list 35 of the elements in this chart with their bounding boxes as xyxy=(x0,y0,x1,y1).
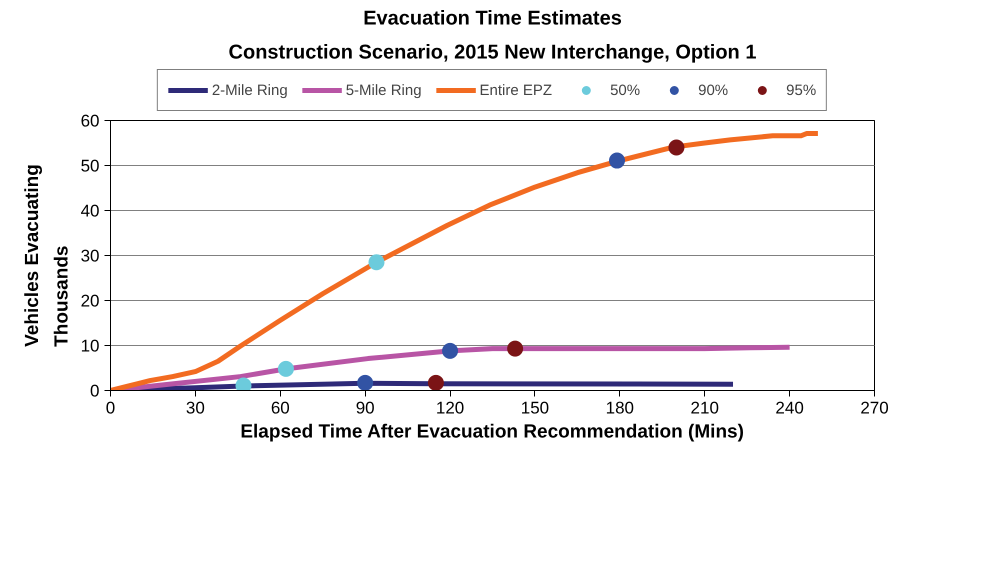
x-tick-label: 210 xyxy=(690,398,719,418)
x-tick-label: 120 xyxy=(436,398,464,418)
point xyxy=(368,254,384,270)
point xyxy=(278,360,294,377)
x-tick-label: 240 xyxy=(775,398,804,418)
y-tick-label: 10 xyxy=(80,336,100,356)
x-tick-label: 90 xyxy=(356,398,375,418)
y-tick-label: 40 xyxy=(80,202,100,220)
point xyxy=(609,152,626,169)
x-axis-title: Elapsed Time After Evacuation Recommendation (Mins) xyxy=(240,422,744,442)
x-tick-label: 180 xyxy=(606,398,634,418)
x-tick-label: 30 xyxy=(186,398,205,418)
legend-label: 50% xyxy=(610,82,640,98)
legend-label: 5-Mile Ring xyxy=(346,82,422,98)
y-tick-label: 20 xyxy=(80,292,100,310)
chart-title: Evacuation Time Estimates xyxy=(363,8,622,30)
point xyxy=(507,340,524,357)
y-tick-label: 30 xyxy=(80,246,100,266)
x-tick-label: 0 xyxy=(106,398,116,418)
point xyxy=(357,374,374,390)
y-axis-title: Vehicles Evacuating Thousands xyxy=(22,164,72,347)
y-tick-label: 0 xyxy=(90,382,100,400)
x-tick-label: 150 xyxy=(520,398,550,418)
y-tick-label: 50 xyxy=(80,156,100,176)
x-tick-label: 60 xyxy=(270,398,290,418)
x-tick-label: 270 xyxy=(860,398,889,418)
point xyxy=(428,374,444,390)
legend-label: 90% xyxy=(698,82,728,98)
point xyxy=(442,342,458,359)
point xyxy=(668,140,684,156)
legend-label: Entire EPZ xyxy=(480,82,552,98)
legend-label: 95% xyxy=(786,82,816,98)
y-tick-label: 60 xyxy=(80,112,100,130)
legend-label: 2-Mile Ring xyxy=(212,82,288,98)
chart-subtitle: Construction Scenario, 2015 New Interchange, Option 1 xyxy=(228,42,756,64)
